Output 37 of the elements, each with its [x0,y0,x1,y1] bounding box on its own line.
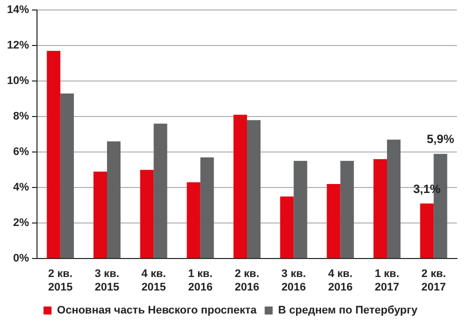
x-tick-label: 2 кв. 2016 [234,268,260,294]
bar [233,114,248,258]
y-tick-label: 4% [13,182,30,194]
bar [200,157,214,258]
y-tick-label: 6% [13,146,30,158]
y-tick-label: 14% [6,4,30,16]
bar [46,50,60,258]
x-tick-label: 3 кв. 2015 [94,268,120,294]
bar [420,204,434,258]
y-tick-label: 12% [6,40,30,52]
bar [294,160,308,258]
bar [186,182,200,258]
y-tick-label: 10% [6,75,30,88]
x-tick-label: 2 кв. 2017 [421,268,446,294]
bar [387,140,401,258]
x-tick-label: 4 кв. 2015 [141,268,166,294]
y-tick-label: 2% [13,217,30,230]
x-tick-label: 4 кв. 2016 [328,268,353,294]
data-label: 5,9% [426,132,454,146]
bar [93,172,108,258]
bar [373,159,388,258]
x-tick-label: 1 кв. 2016 [188,268,213,294]
bar [140,170,154,258]
bar [326,184,340,258]
bar [60,93,74,258]
bar [154,124,168,258]
x-tick-label: 2 кв. 2015 [48,268,73,294]
y-tick-label: 8% [13,110,30,123]
x-tick-label: 1 кв. 2017 [374,268,400,294]
y-tick-label: 0% [13,252,30,265]
legend-label: Основная часть Невского проспекта [57,304,258,317]
bar [340,160,354,258]
legend-label: В среднем по Петербургу [278,304,418,317]
bar [247,120,261,258]
bar [280,196,294,258]
bar [107,141,121,258]
x-tick-label: 3 кв. 2016 [281,268,306,294]
